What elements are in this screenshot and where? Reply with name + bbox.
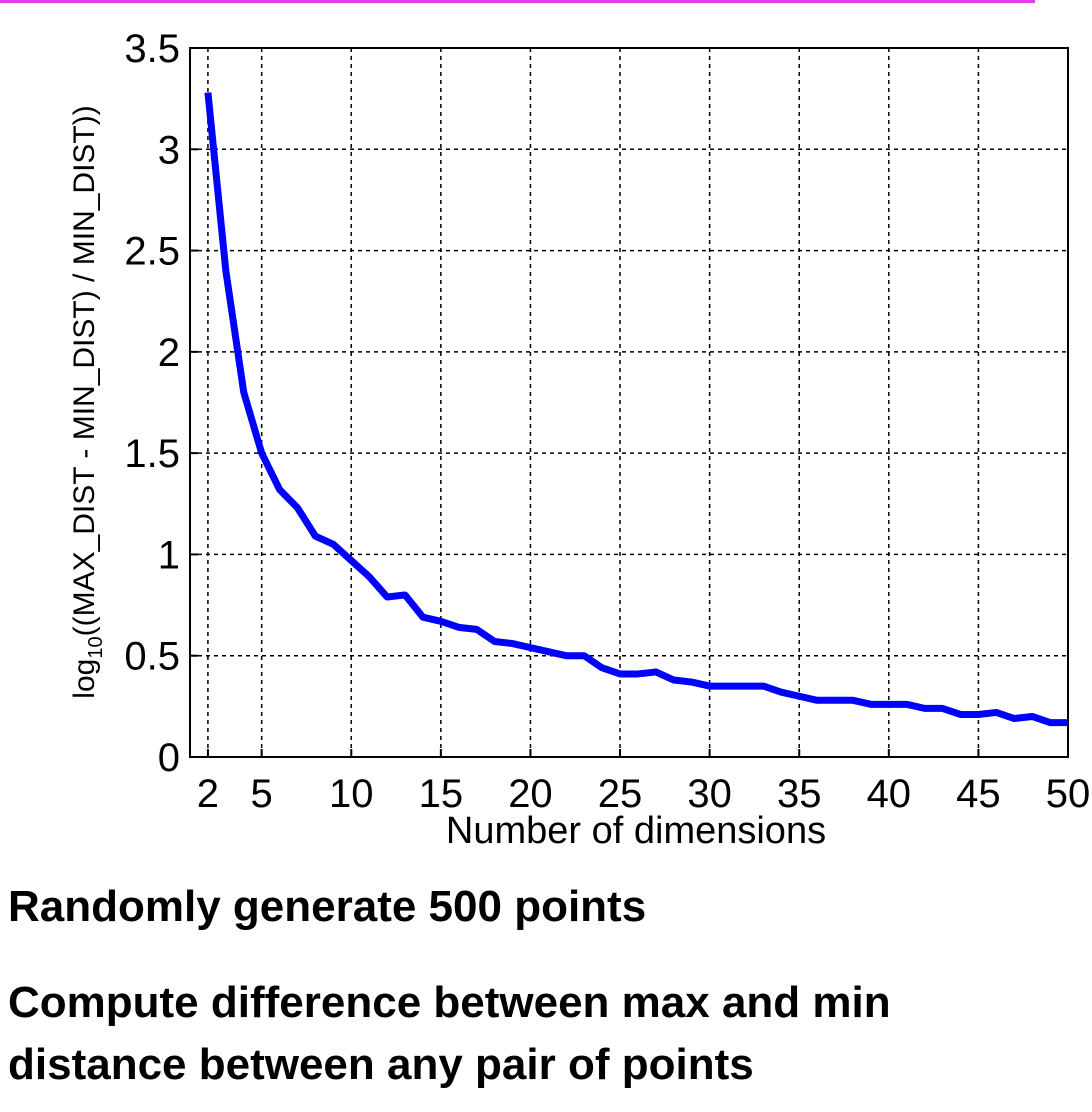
top-rule <box>0 0 1035 3</box>
y-tick-label: 0 <box>158 736 180 780</box>
x-tick-label: 45 <box>956 772 1001 816</box>
x-tick-label: 40 <box>867 772 912 816</box>
x-tick-label: 10 <box>329 772 374 816</box>
y-tick-label: 0.5 <box>124 635 180 679</box>
note: Randomly generate 500 points <box>8 882 647 931</box>
y-label-subscript: 10 <box>85 636 107 658</box>
x-tick-label: 50 <box>1046 772 1091 816</box>
x-axis-label: Number of dimensions <box>446 810 826 852</box>
x-tick-label: 25 <box>598 772 643 816</box>
x-tick-label: 20 <box>508 772 553 816</box>
y-tick-label: 1.5 <box>124 432 180 476</box>
y-axis-label: log10((MAX_DIST - MIN_DIST) / MIN_DIST)) <box>68 105 107 698</box>
x-tick-label: 15 <box>419 772 464 816</box>
x-tick-label: 30 <box>687 772 732 816</box>
plot-frame <box>189 47 1069 758</box>
chart: Number of dimensions log10((MAX_DIST - M… <box>0 0 1091 852</box>
data-line <box>204 92 1068 727</box>
y-tick-label: 3.5 <box>124 27 180 71</box>
y-label-prefix: log <box>68 659 101 699</box>
y-tick-label: 3 <box>158 128 180 172</box>
y-label-text: ((MAX_DIST - MIN_DIST) / MIN_DIST)) <box>68 105 101 636</box>
x-tick-label: 5 <box>251 772 273 816</box>
x-tick-label: 2 <box>197 772 219 816</box>
note: Compute difference between max and min d… <box>8 978 891 1089</box>
x-tick-label: 35 <box>777 772 822 816</box>
y-tick-label: 1 <box>158 533 180 577</box>
y-tick-label: 2.5 <box>124 230 180 274</box>
y-tick-label: 2 <box>158 331 180 375</box>
